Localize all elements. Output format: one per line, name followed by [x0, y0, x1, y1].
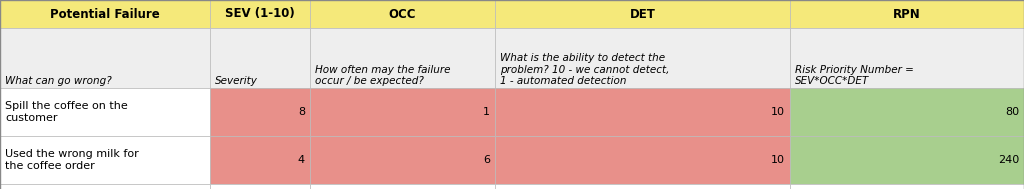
Bar	[310, 184, 495, 189]
Bar	[495, 28, 790, 88]
Text: DET: DET	[630, 8, 655, 20]
Bar	[495, 0, 790, 28]
Bar	[495, 88, 790, 136]
Text: 80: 80	[1005, 107, 1019, 117]
Text: How often may the failure
occur / be expected?: How often may the failure occur / be exp…	[315, 64, 451, 86]
Text: 240: 240	[997, 155, 1019, 165]
Bar	[310, 136, 495, 184]
Bar	[210, 0, 310, 28]
Text: 10: 10	[771, 155, 784, 165]
Bar	[210, 88, 310, 136]
Bar	[790, 28, 1024, 88]
Text: Spill the coffee on the
customer: Spill the coffee on the customer	[5, 101, 128, 123]
Text: What can go wrong?: What can go wrong?	[5, 76, 112, 86]
Bar	[790, 136, 1024, 184]
Bar	[310, 28, 495, 88]
Text: OCC: OCC	[389, 8, 416, 20]
Text: Used the wrong milk for
the coffee order: Used the wrong milk for the coffee order	[5, 149, 139, 171]
Bar	[0, 88, 210, 136]
Bar	[0, 136, 210, 184]
Bar	[790, 184, 1024, 189]
Text: 1: 1	[483, 107, 489, 117]
Text: RPN: RPN	[893, 8, 921, 20]
Text: Severity: Severity	[215, 76, 258, 86]
Text: What is the ability to detect the
problem? 10 - we cannot detect,
1 - automated : What is the ability to detect the proble…	[500, 53, 670, 86]
Bar	[0, 28, 210, 88]
Bar	[790, 0, 1024, 28]
Bar	[310, 88, 495, 136]
Bar	[790, 88, 1024, 136]
Bar	[0, 0, 210, 28]
Bar	[0, 184, 210, 189]
Bar	[310, 0, 495, 28]
Text: 6: 6	[483, 155, 489, 165]
Text: 10: 10	[771, 107, 784, 117]
Text: 8: 8	[298, 107, 305, 117]
Text: SEV (1-10): SEV (1-10)	[225, 8, 295, 20]
Bar	[210, 28, 310, 88]
Text: 4: 4	[298, 155, 305, 165]
Bar	[210, 136, 310, 184]
Text: Risk Priority Number =
SEV*OCC*DET: Risk Priority Number = SEV*OCC*DET	[795, 64, 914, 86]
Text: Potential Failure: Potential Failure	[50, 8, 160, 20]
Bar	[495, 184, 790, 189]
Bar	[210, 184, 310, 189]
Bar	[495, 136, 790, 184]
